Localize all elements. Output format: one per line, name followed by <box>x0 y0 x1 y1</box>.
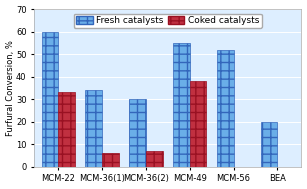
Bar <box>146 151 163 167</box>
Bar <box>129 99 146 167</box>
Bar <box>85 90 102 167</box>
Bar <box>42 32 58 167</box>
Bar <box>58 92 75 167</box>
Y-axis label: Furfural Conversion, %: Furfural Conversion, % <box>6 40 14 136</box>
Bar <box>217 50 234 167</box>
Bar <box>173 43 190 167</box>
Legend: Fresh catalysts, Coked catalysts: Fresh catalysts, Coked catalysts <box>74 14 262 28</box>
Bar <box>190 81 206 167</box>
Bar <box>261 122 277 167</box>
Bar <box>102 153 119 167</box>
